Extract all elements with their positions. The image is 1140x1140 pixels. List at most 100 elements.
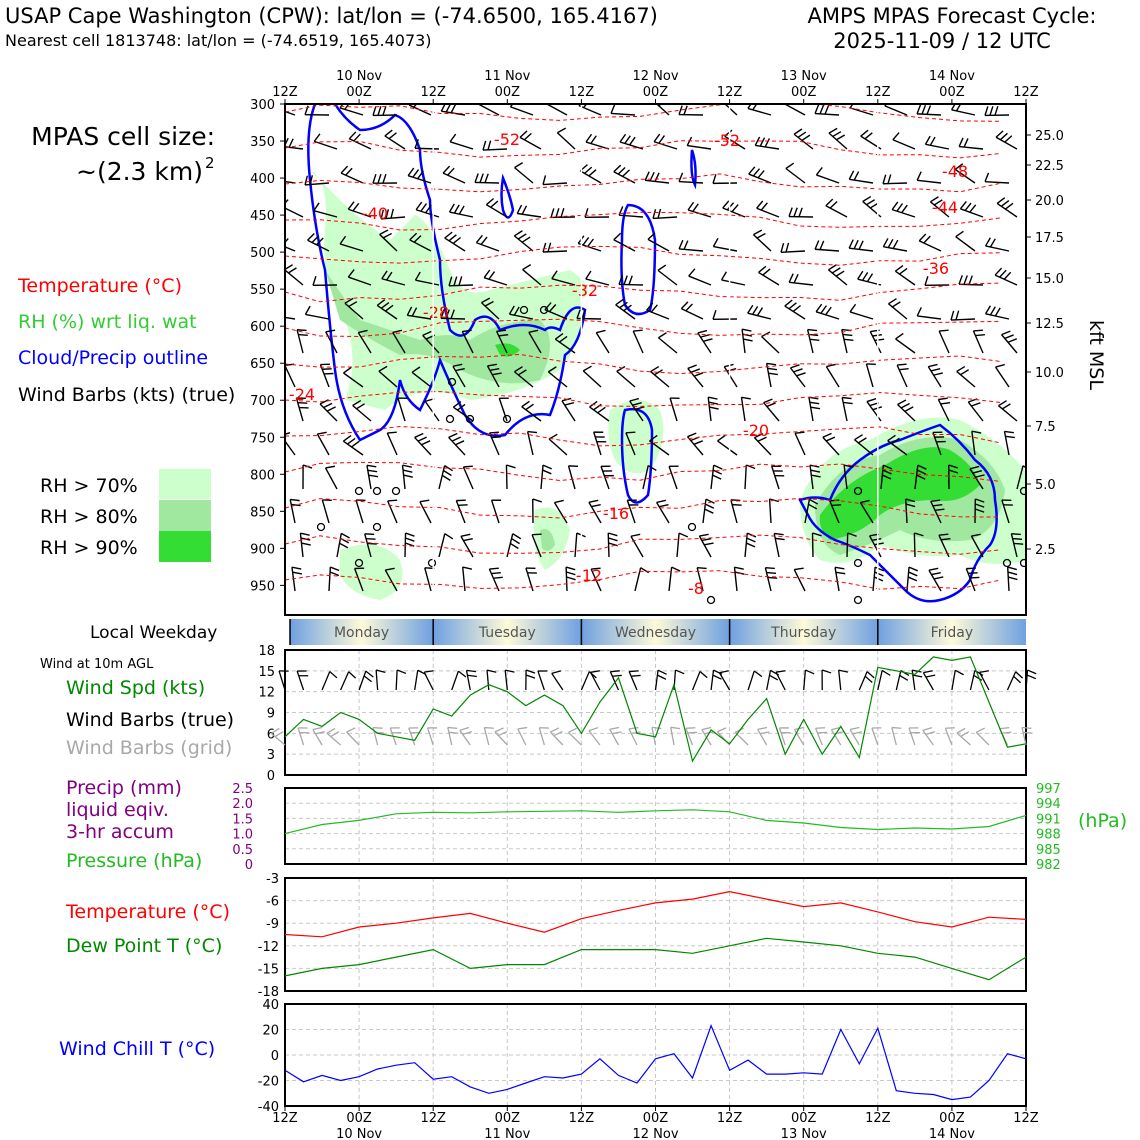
axis-tick-label: 40	[262, 998, 279, 1013]
temp-contour-label: -52	[494, 130, 520, 149]
weekday-label: Local Weekday	[90, 623, 217, 643]
axis-tick-label: 3	[267, 748, 275, 763]
axis-tick-label: -12	[258, 940, 279, 955]
axis-tick-label: 982	[1036, 858, 1061, 873]
temperature-line	[284, 890, 1027, 938]
kft-tick-label: 10.0	[1035, 366, 1064, 381]
wind-panel-frame	[284, 649, 1027, 776]
kft-tick-label: 2.5	[1035, 543, 1056, 558]
temp-contour-label: -52	[714, 131, 740, 150]
pressure-tick-label: 800	[250, 468, 275, 483]
weekday-cell	[290, 619, 434, 645]
pressure-tick-label: 850	[250, 505, 275, 520]
axis-tick-label: 991	[1036, 812, 1061, 827]
cycle-title: AMPS MPAS Forecast Cycle:	[808, 4, 1097, 28]
axis-tick-label: 1.5	[232, 812, 253, 827]
axis-tick-label: 2.0	[232, 797, 253, 812]
wind-speed-line	[284, 656, 1027, 763]
top-time-tick: 00Z	[495, 85, 521, 100]
pressure-tick-label: 900	[250, 542, 275, 557]
pressure-tick-label: 350	[250, 135, 275, 150]
precip-label-1: Precip (mm)	[66, 777, 182, 799]
axis-tick-label: -15	[258, 962, 279, 977]
kft-tick-label: 5.0	[1035, 478, 1056, 493]
legend-temperature: Temperature (°C)	[17, 275, 182, 297]
temp-label: Temperature (°C)	[65, 901, 230, 923]
top-time-tick: 12Z	[272, 85, 298, 100]
cell-size-label: MPAS cell size:	[31, 122, 215, 151]
axis-tick-label: 0	[271, 1049, 279, 1064]
weekday-name: Thursday	[770, 625, 836, 641]
weekday-name: Monday	[334, 625, 389, 641]
temp-contour-label: -24	[289, 385, 315, 404]
bottom-date-label: 10 Nov	[336, 1127, 382, 1140]
weekday-name: Friday	[931, 625, 973, 641]
temp-contour-label: -36	[923, 259, 949, 278]
top-time-tick: 00Z	[643, 85, 669, 100]
pressure-tick-label: 600	[250, 320, 275, 335]
legend-rh80-swatch	[159, 500, 211, 531]
top-time-tick: 12Z	[420, 85, 446, 100]
temp-contour-label: -40	[362, 204, 388, 223]
dewpoint-line	[284, 937, 1027, 981]
legend-rh70-label: RH > 70%	[40, 475, 138, 497]
axis-tick-label: -3	[266, 872, 279, 887]
axis-tick-label: -40	[258, 1100, 279, 1115]
legend-rh90-label: RH > 90%	[40, 537, 138, 559]
legend-rh80-label: RH > 80%	[40, 506, 138, 528]
precip-label-3: 3-hr accum	[66, 821, 174, 843]
pressure-label: Pressure (hPa)	[66, 850, 202, 872]
axis-tick-label: 0	[245, 858, 253, 873]
axis-tick-label: -9	[266, 917, 279, 932]
bottom-time-tick: 12Z	[1013, 1111, 1039, 1126]
axis-tick-label: -20	[258, 1075, 279, 1090]
temp-contour-label: -20	[743, 421, 769, 440]
wind-spd-label: Wind Spd (kts)	[66, 677, 205, 699]
legend-wind: Wind Barbs (kts) (true)	[18, 384, 235, 406]
bottom-time-tick: 00Z	[791, 1111, 817, 1126]
legend-rh70-swatch	[159, 469, 211, 499]
bottom-time-tick: 00Z	[495, 1111, 521, 1126]
bottom-date-label: 11 Nov	[484, 1127, 530, 1140]
axis-tick-label: 988	[1036, 828, 1061, 843]
bottom-date-label: 14 Nov	[929, 1127, 975, 1140]
wind-barbs-grid-label: Wind Barbs (grid)	[66, 737, 232, 759]
weekday-name: Tuesday	[478, 625, 536, 641]
kft-tick-label: 15.0	[1035, 272, 1064, 287]
bottom-date-label: 13 Nov	[781, 1127, 827, 1140]
temp-contour-label: -12	[576, 566, 602, 585]
kft-tick-label: 17.5	[1035, 231, 1064, 246]
top-date-label: 10 Nov	[336, 69, 382, 84]
axis-tick-label: 9	[267, 707, 275, 722]
axis-tick-label: 0.5	[232, 843, 253, 858]
top-date-label: 13 Nov	[781, 69, 827, 84]
top-time-tick: 12Z	[717, 85, 743, 100]
axis-tick-label: 6	[267, 727, 275, 742]
top-date-label: 14 Nov	[929, 69, 975, 84]
pressure-tick-label: 400	[250, 172, 275, 187]
legend-rh90-swatch	[159, 531, 211, 562]
kft-tick-label: 12.5	[1035, 317, 1064, 332]
axis-tick-label: 18	[258, 644, 275, 659]
weekday-name: Wednesday	[615, 625, 696, 641]
top-time-tick: 12Z	[569, 85, 595, 100]
top-time-tick: 12Z	[1013, 85, 1039, 100]
axis-tick-label: 2.5	[232, 782, 253, 797]
bottom-time-tick: 00Z	[346, 1111, 372, 1126]
weekday-cell	[729, 619, 878, 645]
axis-tick-label: 1.0	[232, 828, 253, 843]
pressure-tick-label: 750	[250, 431, 275, 446]
pressure-tick-label: 950	[250, 579, 275, 594]
kft-tick-label: 7.5	[1035, 420, 1056, 435]
kft-tick-label: 20.0	[1035, 194, 1064, 209]
axis-tick-label: -18	[258, 985, 279, 1000]
windchill-line	[284, 1024, 1027, 1101]
cross-section-plot: -52 -52 -48 -44 -40 -36 -32 -28 -24 -20 -16 -12 -8	[285, 104, 1026, 615]
wind-barbs-true-label: Wind Barbs (true)	[66, 709, 234, 731]
top-time-tick: 00Z	[346, 85, 372, 100]
bottom-time-tick: 12Z	[865, 1111, 891, 1126]
cell-size-value: ~(2.3 km)	[76, 157, 203, 186]
top-date-label: 11 Nov	[484, 69, 530, 84]
temp-contour-label: -32	[572, 281, 598, 300]
